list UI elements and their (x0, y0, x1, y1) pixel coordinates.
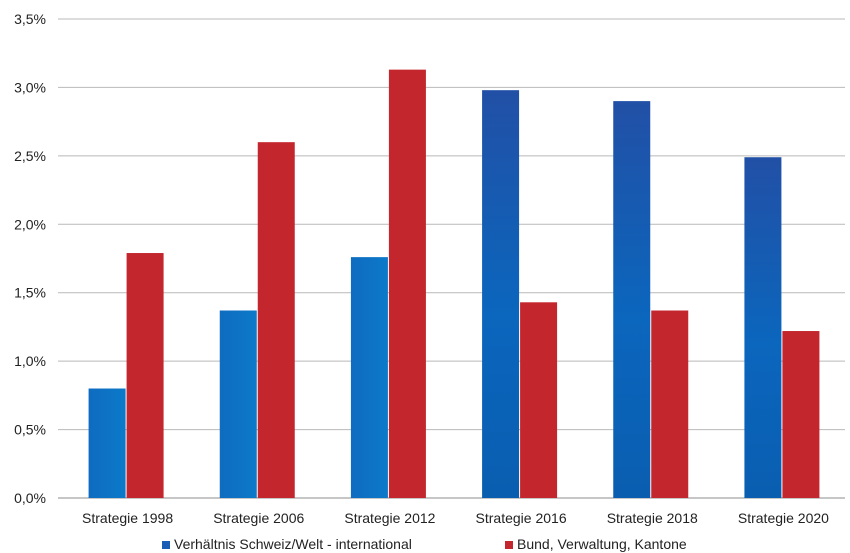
legend: Verhältnis Schweiz/Welt - international B… (162, 536, 687, 552)
bar-international-1 (219, 310, 257, 498)
x-tick-label: Strategie 2020 (738, 510, 829, 526)
x-tick-label: Strategie 2018 (607, 510, 698, 526)
y-tick-label: 0,5% (14, 422, 46, 438)
bar-bund-3 (520, 302, 558, 498)
bar-international-5 (744, 157, 782, 498)
y-gridlines (58, 18, 845, 499)
bar-international-3 (482, 90, 520, 498)
x-tick-label: Strategie 2012 (344, 510, 435, 526)
x-tick-label: Strategie 1998 (82, 510, 173, 526)
bar-bund-0 (126, 253, 164, 498)
y-axis-tick-labels: 0,0% 0,5% 1,0% 1,5% 2,0% 2,5% 3,0% 3,5% (14, 11, 46, 506)
x-axis-tick-labels: Strategie 1998 Strategie 2006 Strategie 20… (82, 510, 829, 526)
legend-label-0: Verhältnis Schweiz/Welt - international (174, 536, 412, 552)
y-tick-label: 2,5% (14, 148, 46, 164)
bar-bund-4 (651, 310, 689, 498)
bars (88, 69, 820, 498)
bar-bund-1 (257, 142, 295, 498)
bar-bund-5 (782, 331, 820, 498)
y-tick-label: 3,5% (14, 11, 46, 27)
bar-international-2 (350, 257, 388, 498)
y-tick-label: 0,0% (14, 490, 46, 506)
bar-bund-2 (388, 69, 426, 498)
bar-international-0 (88, 388, 126, 498)
legend-swatch-0 (162, 541, 170, 549)
legend-label-1: Bund, Verwaltung, Kantone (517, 536, 687, 552)
y-tick-label: 1,5% (14, 285, 46, 301)
y-tick-label: 1,0% (14, 353, 46, 369)
y-tick-label: 3,0% (14, 79, 46, 95)
bar-international-4 (613, 101, 651, 498)
legend-swatch-1 (505, 541, 513, 549)
x-tick-label: Strategie 2016 (476, 510, 567, 526)
y-tick-label: 2,0% (14, 216, 46, 232)
x-tick-label: Strategie 2006 (213, 510, 304, 526)
